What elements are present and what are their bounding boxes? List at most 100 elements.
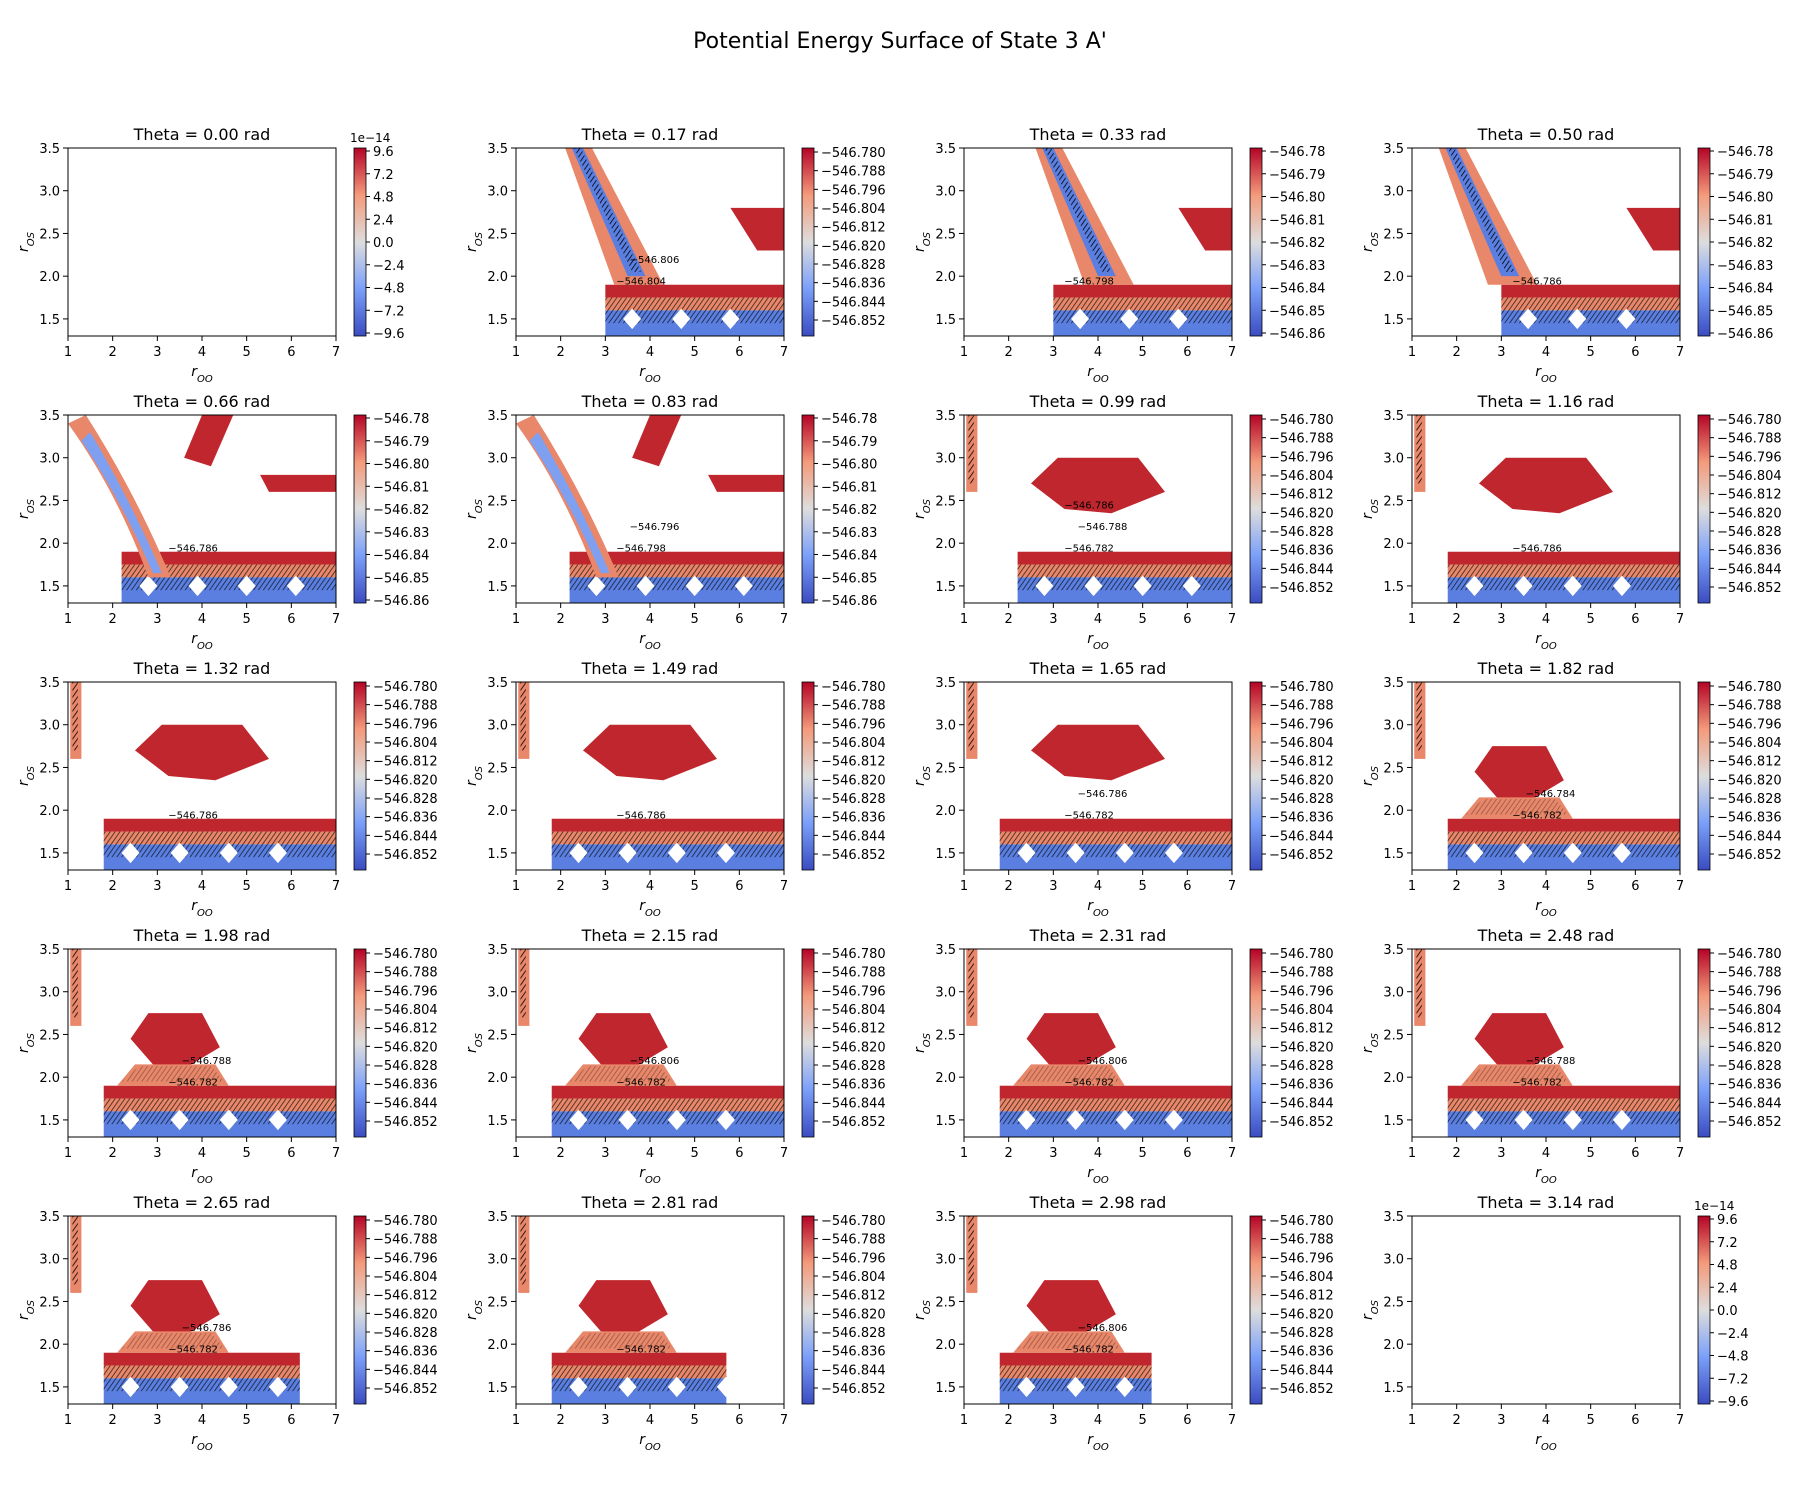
- colorbar-tick-label: −546.780: [821, 146, 886, 161]
- contour-patch-high: [1626, 207, 1680, 251]
- x-tick-label: 2: [557, 879, 565, 894]
- colorbar-tick-label: −546.780: [821, 947, 886, 962]
- y-tick-label: 3.0: [1383, 986, 1404, 1001]
- x-tick-label: 7: [780, 1413, 788, 1428]
- colorbar-tick-label: −546.828: [1269, 1326, 1334, 1341]
- colorbar-tick-label: −546.844: [1269, 1096, 1334, 1111]
- colorbar-tick-label: −546.828: [1717, 792, 1782, 807]
- colorbar-tick-label: −546.80: [1269, 191, 1325, 206]
- contour-lines: [1416, 682, 1422, 751]
- colorbar-tick-label: −546.81: [1269, 213, 1325, 228]
- colorbar-tick-label: 7.2: [373, 168, 394, 183]
- y-tick-label: 2.0: [39, 537, 60, 552]
- contour-lines: [1416, 415, 1422, 484]
- contour-patch-high: [730, 207, 784, 251]
- colorbar-tick-label: −546.828: [373, 1326, 438, 1341]
- colorbar-tick-label: −546.796: [373, 1251, 438, 1266]
- contour-gap: [1169, 308, 1188, 330]
- contour-gap: [1514, 842, 1533, 864]
- colorbar-tick-label: −546.812: [821, 755, 886, 770]
- colorbar-tick-label: −546.820: [1269, 506, 1334, 521]
- colorbar-tick-label: −546.788: [821, 699, 886, 714]
- x-tick-label: 5: [1139, 879, 1147, 894]
- y-tick-label: 1.5: [1383, 847, 1404, 862]
- colorbar-tick-label: −546.796: [1269, 984, 1334, 999]
- colorbar-tick-label: −2.4: [1717, 1327, 1749, 1342]
- x-tick-label: 4: [1542, 612, 1550, 627]
- y-tick-label: 2.0: [39, 804, 60, 819]
- plot-area: −546.782 −546.786: [966, 682, 1232, 870]
- colorbar-tick-label: −546.820: [1269, 1040, 1334, 1055]
- y-tick-label: 3.0: [487, 452, 508, 467]
- y-tick-label: 3.5: [1383, 676, 1404, 691]
- contour-gap: [1084, 575, 1103, 597]
- colorbar-tick-label: −546.78: [821, 412, 877, 427]
- colorbar-tick-label: −546.796: [373, 984, 438, 999]
- colorbar-tick-label: −546.86: [373, 594, 429, 609]
- colorbar-gradient: [1249, 948, 1263, 1138]
- y-tick-label: 2.0: [935, 1071, 956, 1086]
- colorbar-tick-label: −546.780: [821, 1214, 886, 1229]
- x-tick-label: 1: [960, 345, 968, 360]
- contour-gap: [734, 575, 753, 597]
- x-axis-label: rOO: [191, 898, 213, 919]
- contour-gap: [721, 308, 740, 330]
- colorbar-tick-label: −546.780: [373, 947, 438, 962]
- y-tick-label: 3.0: [487, 1253, 508, 1268]
- y-tick-label: 3.5: [487, 409, 508, 424]
- contour-lines: [1447, 148, 1515, 272]
- contour-label: −546.786: [616, 810, 666, 821]
- panels-group: Theta = 0.00 rad 1 2 3 4 5 6 7 1.5 2.0 2.5 3.0 3.5 rO…: [16, 125, 1782, 1453]
- y-axis-label: rOS: [912, 1299, 933, 1320]
- contour-lines: [968, 949, 974, 1018]
- x-tick-label: 3: [601, 879, 609, 894]
- colorbar-tick-label: −546.84: [1269, 282, 1325, 297]
- contour-patch-high: [1479, 457, 1613, 514]
- colorbar-tick-label: −546.788: [821, 165, 886, 180]
- panel: Theta = 1.82 rad −546.782 −546.784 1 2 3 4 5 6 7 1…: [1360, 659, 1782, 919]
- colorbar-tick-label: −546.836: [373, 1078, 438, 1093]
- colorbar-tick-label: −546.85: [1269, 304, 1325, 319]
- x-tick-label: 7: [332, 1146, 340, 1161]
- colorbar-tick-label: −546.852: [1269, 848, 1334, 863]
- y-tick-label: 3.0: [487, 719, 508, 734]
- colorbar-tick-label: −9.6: [373, 327, 405, 342]
- colorbar-offset-label: 1e−14: [1694, 1199, 1734, 1213]
- panel: Theta = 0.83 rad −546.798 −546.796 1 2 3 4 5 6 7 1…: [464, 392, 877, 652]
- contour-band-high: [1053, 284, 1232, 298]
- x-tick-label: 1: [512, 612, 520, 627]
- colorbar-tick-label: −546.852: [821, 1382, 886, 1397]
- figure-title: Potential Energy Surface of State 3 A': [693, 29, 1107, 54]
- x-tick-label: 7: [1676, 345, 1684, 360]
- contour-lines: [574, 148, 642, 272]
- colorbar-tick-label: −546.844: [821, 295, 886, 310]
- colorbar-offset-label: 1e−14: [350, 131, 390, 145]
- colorbar-tick-label: −546.83: [1269, 259, 1325, 274]
- colorbar-tick-label: −546.844: [821, 1096, 886, 1111]
- plot-area: −546.782 −546.806: [966, 1216, 1183, 1404]
- x-axis-label: rOO: [639, 631, 661, 652]
- colorbar-tick-label: −546.804: [821, 202, 886, 217]
- x-tick-label: 3: [601, 1146, 609, 1161]
- panel: Theta = 1.49 rad −546.786 1 2 3 4 5 6 7 1.5 2.0 2.5…: [464, 659, 886, 919]
- plot-area: −546.782 −546.788: [70, 949, 336, 1137]
- colorbar-tick-label: −546.780: [373, 1214, 438, 1229]
- x-tick-label: 6: [1631, 1413, 1639, 1428]
- colorbar-tick-label: −546.788: [821, 966, 886, 981]
- colorbar-tick-label: −546.780: [1269, 680, 1334, 695]
- x-tick-label: 1: [1408, 345, 1416, 360]
- colorbar-tick-label: −546.80: [1717, 191, 1773, 206]
- contour-gap: [1182, 575, 1201, 597]
- colorbar: −546.78 −546.79 −546.80 −546.81 −546.82 −546.…: [801, 412, 877, 609]
- y-tick-label: 3.5: [39, 409, 60, 424]
- colorbar-tick-label: −546.852: [1269, 1382, 1334, 1397]
- colorbar-tick-label: −546.820: [1269, 1307, 1334, 1322]
- contour-lines: [1017, 1333, 1121, 1349]
- x-tick-label: 4: [198, 1413, 206, 1428]
- x-tick-label: 6: [735, 879, 743, 894]
- contour-patch-high: [583, 724, 717, 781]
- y-tick-label: 2.0: [1383, 1071, 1404, 1086]
- colorbar: −546.78 −546.79 −546.80 −546.81 −546.82 −546.…: [353, 412, 429, 609]
- colorbar: 9.6 7.2 4.8 2.4 0.0 −2.4 −4.8 −7.2 −9.6 1e−14: [350, 131, 405, 342]
- colorbar-tick-label: −546.780: [373, 680, 438, 695]
